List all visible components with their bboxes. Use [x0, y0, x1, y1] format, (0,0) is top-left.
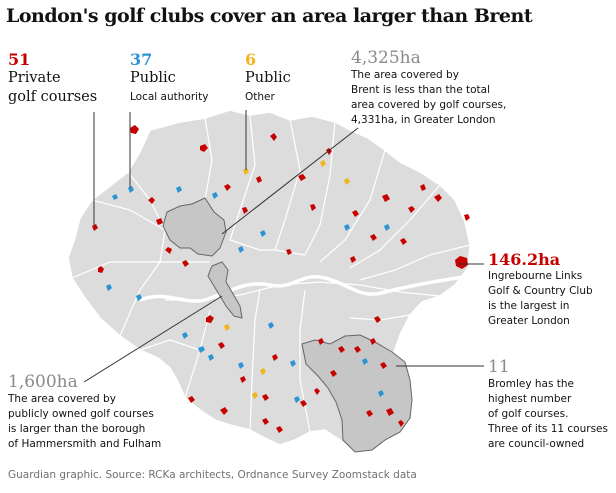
brent-borough: [162, 197, 227, 257]
ingrebourne-line-4: Greater London: [488, 315, 570, 327]
brent-line-1: The area covered by: [351, 69, 459, 81]
private-label: Private: [8, 70, 61, 86]
bromley-line-5: are council-owned: [488, 438, 585, 450]
hammersmith-line-3: is larger than the borough: [8, 423, 146, 435]
golf-courses-public-other: [224, 160, 350, 399]
brent-line-2: Brent is less than the total: [351, 84, 491, 96]
thames-river: [139, 274, 471, 303]
public-other-sub: Other: [245, 91, 275, 103]
legend-private: 51 Private golf courses: [8, 50, 97, 107]
legend-public-la: 37 Public Local authority: [130, 50, 208, 105]
golf-courses-public-la: [106, 186, 390, 403]
annotation-bromley: 11 Bromley has the highest number of gol…: [488, 357, 608, 452]
golf-courses-private: [92, 125, 470, 433]
hammersmith-fulham-borough: [207, 261, 243, 319]
private-sub: golf courses: [8, 89, 98, 105]
hammersmith-line-2: publicly owned golf courses: [8, 408, 154, 420]
hammersmith-value: 1,600ha: [8, 372, 78, 392]
ingrebourne-line-1: Ingrebourne Links: [488, 270, 583, 282]
annotation-hammersmith: 1,600ha The area covered by publicly own…: [8, 372, 161, 452]
brent-value: 4,325ha: [351, 48, 421, 68]
leader-lines: [83, 110, 484, 383]
hammersmith-line-4: of Hammersmith and Fulham: [8, 438, 162, 450]
public-la-count: 37: [130, 50, 153, 69]
ingrebourne-value: 146.2ha: [488, 250, 561, 269]
public-la-sub: Local authority: [130, 91, 209, 103]
ingrebourne-line-2: Golf & Country Club: [488, 285, 593, 297]
bromley-line-4: Three of its 11 courses: [488, 423, 608, 435]
brent-line-3: area covered by golf courses,: [351, 99, 507, 111]
bromley-line-3: of golf courses.: [488, 408, 569, 420]
annotation-ingrebourne: 146.2ha Ingrebourne Links Golf & Country…: [488, 250, 593, 329]
source-note: Guardian graphic. Source: RCKa architect…: [8, 469, 417, 481]
legend-public-other: 6 Public Other: [245, 50, 291, 105]
public-la-label: Public: [130, 70, 176, 86]
brent-line-4: 4,331ha, in Greater London: [351, 114, 496, 126]
public-other-count: 6: [245, 50, 257, 69]
bromley-line-2: highest number: [488, 393, 572, 405]
bromley-value: 11: [488, 357, 510, 377]
page-title: London's golf clubs cover an area larger…: [6, 5, 533, 27]
bromley-line-1: Bromley has the: [488, 378, 574, 390]
private-count: 51: [8, 50, 31, 69]
public-other-label: Public: [245, 70, 291, 86]
annotation-brent: 4,325ha The area covered by Brent is les…: [351, 48, 506, 128]
ingrebourne-line-3: is the largest in: [488, 300, 570, 312]
hammersmith-line-1: The area covered by: [8, 393, 116, 405]
